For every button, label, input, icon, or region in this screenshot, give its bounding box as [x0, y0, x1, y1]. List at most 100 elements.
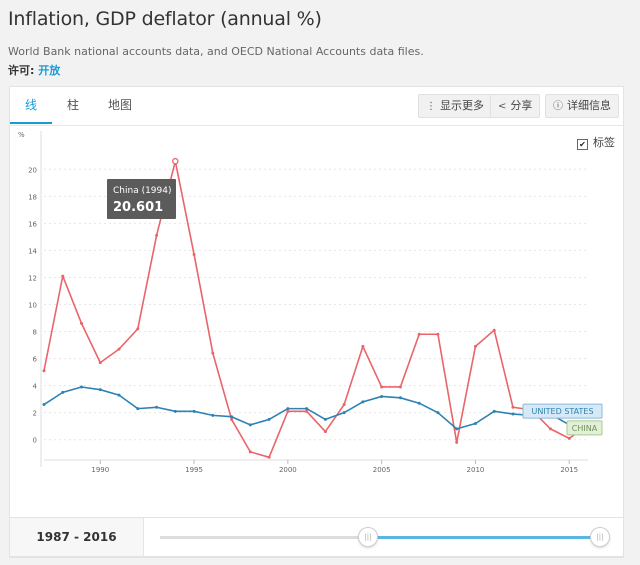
data-point-united-states[interactable] [323, 417, 327, 421]
data-point-china[interactable] [548, 427, 552, 431]
data-point-united-states[interactable] [136, 407, 140, 411]
data-point-china[interactable] [42, 369, 46, 373]
x-tick-label: 2000 [279, 466, 297, 474]
data-point-united-states[interactable] [117, 393, 121, 397]
labels-toggle[interactable]: ✔ 标签 [577, 134, 615, 150]
data-point-china[interactable] [192, 252, 196, 256]
data-point-united-states[interactable] [173, 409, 177, 413]
y-tick-label: 6 [33, 356, 38, 364]
y-tick-label: 4 [33, 383, 38, 391]
data-point-united-states[interactable] [230, 415, 234, 419]
data-point-united-states[interactable] [42, 403, 46, 407]
x-tick-label: 1990 [91, 466, 109, 474]
data-point-united-states[interactable] [267, 417, 271, 421]
info-icon: ⓘ [553, 101, 563, 112]
data-point-united-states[interactable] [436, 411, 440, 415]
data-point-china[interactable] [230, 417, 234, 421]
share-button[interactable]: < 分享 [490, 94, 541, 118]
data-point-united-states[interactable] [61, 390, 65, 394]
slider-track[interactable] [160, 536, 600, 539]
data-point-united-states[interactable] [417, 401, 421, 405]
series-end-label-united-states: UNITED STATES [531, 407, 593, 416]
data-point-china[interactable] [492, 328, 496, 332]
series-end-label-box-china [566, 420, 603, 436]
data-point-united-states[interactable] [155, 405, 159, 409]
range-end-handle[interactable]: ||| [590, 527, 610, 547]
data-point-china[interactable] [473, 344, 477, 348]
data-point-united-states[interactable] [211, 413, 215, 417]
data-point-china[interactable] [248, 450, 252, 454]
data-point-united-states[interactable] [98, 388, 102, 392]
data-point-china[interactable] [417, 332, 421, 336]
data-point-china[interactable] [361, 344, 365, 348]
range-start-handle[interactable]: ||| [358, 527, 378, 547]
chart-type-tabs: 线 柱 地图 ⋮ 显示更多 < 分享 ⓘ 详细信息 [10, 87, 623, 126]
data-point-united-states[interactable] [380, 394, 384, 398]
y-tick-label: 0 [33, 437, 37, 445]
x-tick-label: 1995 [185, 466, 203, 474]
labels-checkbox[interactable]: ✔ [577, 139, 588, 150]
data-point-united-states[interactable] [192, 409, 196, 413]
show-more-label: 显示更多 [440, 99, 484, 112]
source-note: World Bank national accounts data, and O… [8, 45, 424, 58]
series-line-united-states[interactable] [43, 386, 589, 430]
data-point-united-states[interactable] [286, 407, 290, 411]
data-point-united-states[interactable] [305, 407, 309, 411]
y-tick-label: 2 [33, 410, 37, 418]
tooltip-value: 20.601 [113, 200, 163, 215]
details-button[interactable]: ⓘ 详细信息 [545, 94, 619, 118]
data-point-united-states[interactable] [473, 421, 477, 425]
data-point-china[interactable] [305, 409, 309, 413]
details-label: 详细信息 [567, 99, 611, 112]
data-point-united-states[interactable] [361, 400, 365, 404]
data-point-china[interactable] [267, 455, 271, 459]
license-link[interactable]: 开放 [38, 64, 61, 77]
page-title: Inflation, GDP deflator (annual %) [8, 8, 322, 30]
data-point-china[interactable] [323, 430, 327, 434]
data-point-united-states[interactable] [398, 396, 402, 400]
tab-map[interactable]: 地图 [107, 98, 132, 112]
data-point-china[interactable] [380, 385, 384, 389]
data-point-china[interactable] [80, 321, 84, 325]
y-tick-label: 10 [28, 302, 37, 310]
data-point-china[interactable] [286, 409, 290, 413]
data-point-china[interactable] [155, 234, 159, 238]
data-point-china[interactable] [436, 332, 440, 336]
data-point-china[interactable] [511, 405, 515, 409]
series-line-china[interactable] [43, 160, 589, 459]
tooltip-title: China (1994) [113, 186, 172, 196]
data-point-united-states[interactable] [492, 409, 496, 413]
year-range-label: 1987 - 2016 [10, 518, 144, 556]
tab-bar[interactable]: 柱 [66, 98, 79, 112]
data-point-china[interactable] [455, 440, 459, 444]
tooltip-box [107, 179, 176, 219]
highlighted-data-point[interactable] [172, 157, 179, 165]
share-icon: < [498, 101, 507, 112]
year-range-slider: 1987 - 2016 ||| ||| [9, 517, 624, 557]
series-end-label-china: CHINA [572, 424, 598, 433]
data-point-united-states[interactable] [248, 423, 252, 427]
x-tick-label: 2015 [560, 466, 578, 474]
data-point-united-states[interactable] [342, 411, 346, 415]
data-point-china[interactable] [567, 436, 571, 440]
data-point-china[interactable] [398, 385, 402, 389]
data-point-china[interactable] [342, 403, 346, 407]
data-point-china[interactable] [98, 361, 102, 365]
y-tick-label: 16 [28, 220, 37, 228]
data-point-united-states[interactable] [80, 385, 84, 389]
y-tick-label: 20 [28, 166, 37, 174]
tab-line[interactable]: 线 [10, 87, 52, 124]
data-point-united-states[interactable] [511, 412, 515, 416]
show-more-button[interactable]: ⋮ 显示更多 [418, 94, 492, 118]
line-chart: % 0 2 4 6 8 10 12 14 16 18 20 1990 1995 2000 2005 2010 20… [18, 131, 603, 474]
y-tick-label: 8 [33, 329, 37, 337]
series-end-label-box-united-states [522, 403, 603, 419]
slider-track-fill [368, 536, 600, 539]
y-tick-label: 14 [28, 247, 37, 255]
data-point-china[interactable] [136, 327, 140, 331]
data-point-china[interactable] [211, 351, 215, 355]
share-label: 分享 [510, 99, 533, 112]
data-point-china[interactable] [117, 347, 121, 351]
data-point-united-states[interactable] [455, 427, 459, 431]
data-point-china[interactable] [61, 274, 65, 278]
